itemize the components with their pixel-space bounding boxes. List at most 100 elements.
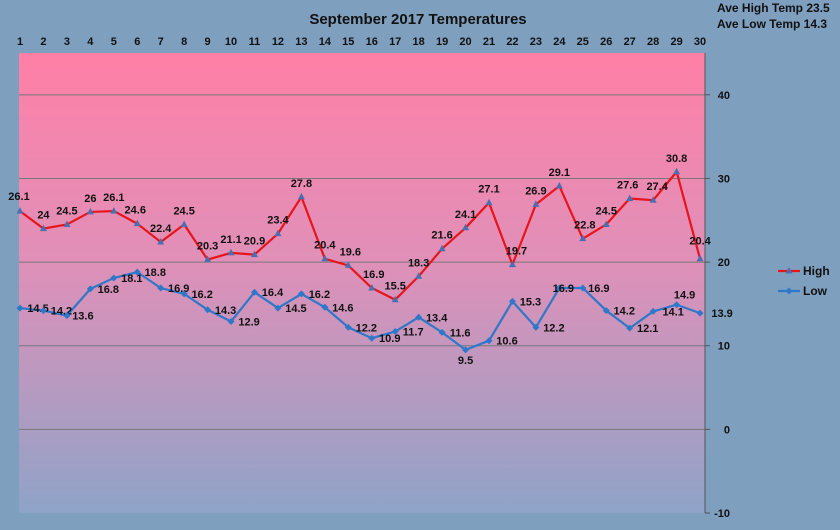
low-data-label: 16.9	[588, 283, 609, 295]
y-tick-label: 40	[718, 90, 730, 102]
low-point	[63, 312, 71, 320]
low-point	[110, 274, 118, 282]
high-data-label: 21.1	[220, 234, 241, 246]
low-data-label: 13.4	[426, 312, 448, 324]
high-point	[63, 220, 71, 227]
high-point	[602, 220, 610, 227]
x-tick-label: 18	[413, 36, 425, 48]
chart-title: September 2017 Temperatures	[309, 11, 526, 28]
x-tick-label: 11	[249, 36, 261, 48]
low-point	[555, 284, 563, 292]
low-data-label: 18.1	[121, 273, 142, 285]
low-data-label: 9.5	[458, 355, 473, 367]
high-data-label: 24.5	[173, 205, 194, 217]
low-data-label: 10.9	[379, 333, 400, 345]
x-tick-label: 1	[17, 36, 23, 48]
high-data-label: 24.5	[56, 205, 77, 217]
high-data-label: 20.3	[197, 241, 218, 253]
low-data-label: 12.1	[637, 323, 658, 335]
low-point	[696, 309, 704, 317]
low-data-label: 14.5	[285, 303, 306, 315]
ave-high-annotation: Ave High Temp 23.5	[717, 1, 830, 15]
high-data-label: 24.1	[455, 209, 476, 221]
x-tick-label: 25	[577, 36, 589, 48]
high-point	[297, 192, 305, 200]
low-data-label: 11.7	[403, 327, 424, 339]
high-data-label: 24.5	[596, 205, 617, 217]
x-tick-label: 20	[459, 36, 471, 48]
high-point	[157, 238, 165, 245]
high-data-label: 26.1	[8, 191, 29, 203]
high-point	[110, 207, 118, 214]
high-point	[555, 181, 563, 189]
low-series-line	[19, 270, 701, 352]
high-point	[462, 223, 470, 231]
high-data-label: 27.4	[646, 181, 668, 193]
x-tick-label: 26	[600, 36, 612, 48]
high-point	[579, 234, 587, 242]
high-data-label: 20.4	[314, 240, 336, 252]
low-point	[508, 297, 516, 305]
gridlines	[19, 94, 710, 514]
high-data-label: 20.9	[244, 236, 265, 248]
low-point	[297, 290, 305, 298]
high-series-line	[19, 169, 702, 302]
x-tick-label: 12	[272, 36, 284, 48]
x-tick-label: 29	[670, 36, 682, 48]
high-point	[696, 254, 704, 262]
x-tick-label: 7	[158, 36, 164, 48]
low-data-label: 12.2	[543, 322, 564, 334]
low-data-label: 18.8	[145, 267, 166, 279]
low-data-label: 16.4	[262, 287, 284, 299]
y-tick-label: 10	[718, 341, 730, 353]
x-tick-label: 14	[319, 36, 332, 48]
high-point	[133, 219, 141, 227]
x-tick-label: 24	[553, 36, 566, 48]
low-point	[344, 323, 352, 331]
low-data-label: 14.9	[674, 290, 695, 302]
high-point	[344, 261, 352, 268]
y-tick-label: 20	[718, 257, 730, 269]
legend: High Low	[778, 264, 830, 298]
low-point	[86, 285, 94, 293]
legend-high-marker	[785, 267, 793, 274]
high-data-label: 19.7	[506, 246, 527, 258]
high-point	[368, 284, 376, 291]
x-tick-label: 15	[342, 36, 354, 48]
high-point	[391, 295, 399, 303]
high-data-label: 22.8	[574, 220, 595, 232]
low-point	[438, 328, 446, 336]
high-point	[415, 272, 423, 279]
low-point	[391, 328, 399, 336]
low-point	[462, 346, 470, 354]
high-data-label: 26.1	[103, 192, 124, 204]
low-point	[251, 288, 258, 296]
high-data-label: 29.1	[549, 167, 570, 179]
low-point	[321, 303, 329, 311]
low-point	[532, 323, 540, 331]
x-tick-label: 9	[205, 36, 211, 48]
low-point	[133, 268, 141, 276]
high-point	[39, 224, 47, 232]
high-data-label: 15.5	[384, 281, 405, 293]
high-point	[438, 244, 446, 252]
x-tick-label: 13	[295, 36, 307, 48]
high-data-label: 30.8	[666, 153, 687, 165]
y-tick-label: -10	[714, 508, 730, 520]
low-data-label: 15.3	[520, 296, 541, 308]
high-point	[180, 220, 188, 227]
legend-high-label: High	[803, 264, 830, 278]
low-data-label: 13.9	[711, 308, 732, 320]
high-point	[532, 200, 540, 207]
y-tick-labels: -10 0 10 20 30 40	[714, 90, 730, 520]
high-data-label: 20.4	[689, 236, 711, 248]
x-tick-label: 21	[483, 36, 495, 48]
high-data-label: 18.3	[408, 257, 429, 269]
high-point	[227, 248, 235, 256]
x-tick-label: 8	[181, 36, 187, 48]
low-point	[579, 284, 587, 292]
series: 26.124 24.526 26.124.622.424.520.321.1 20.9…	[8, 153, 732, 367]
low-data-label: 16.2	[191, 289, 212, 301]
low-data-label: 11.6	[450, 327, 471, 339]
